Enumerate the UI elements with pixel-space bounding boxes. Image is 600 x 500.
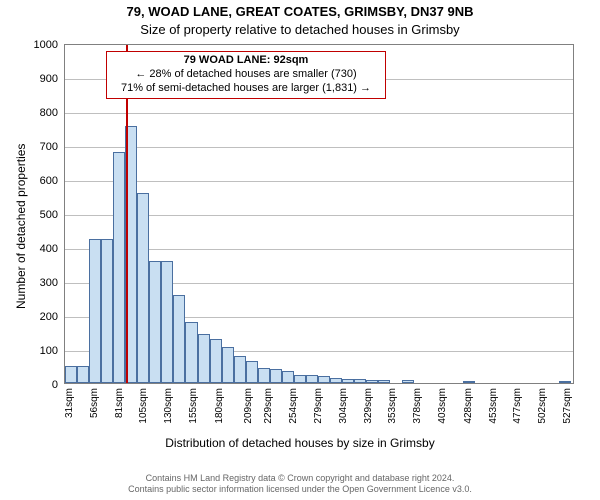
x-tick-label: 502sqm [537, 388, 548, 424]
histogram-bar [137, 193, 149, 383]
x-tick-label: 428sqm [463, 388, 474, 424]
x-tick-label: 403sqm [437, 388, 448, 424]
histogram-bar [330, 378, 342, 383]
histogram-bar [463, 381, 475, 383]
histogram-bar [258, 368, 270, 383]
x-tick-label: 329sqm [363, 388, 374, 424]
y-tick-label: 900 [0, 73, 58, 85]
figure: 79, WOAD LANE, GREAT COATES, GRIMSBY, DN… [0, 0, 600, 500]
y-axis-label: Number of detached properties [14, 144, 28, 309]
histogram-bar [318, 376, 330, 383]
histogram-bar [306, 375, 318, 384]
histogram-bar [342, 379, 354, 383]
histogram-bar [101, 239, 113, 384]
histogram-bar [246, 361, 258, 383]
histogram-bar [270, 369, 282, 383]
histogram-bar [198, 334, 210, 383]
y-tick-label: 200 [0, 311, 58, 323]
x-tick-label: 105sqm [138, 388, 149, 424]
x-tick-label: 353sqm [387, 388, 398, 424]
y-gridline [65, 181, 573, 182]
annotation-line1: 79 WOAD LANE: 92sqm [111, 54, 381, 68]
annotation-line2: ← 28% of detached houses are smaller (73… [111, 68, 381, 82]
histogram-bar [149, 261, 161, 383]
x-tick-label: 155sqm [188, 388, 199, 424]
y-tick-label: 1000 [0, 39, 58, 51]
histogram-bar [294, 375, 306, 384]
footer-line2: Contains public sector information licen… [0, 484, 600, 494]
footer-attribution: Contains HM Land Registry data © Crown c… [0, 473, 600, 494]
histogram-bar [402, 380, 414, 383]
histogram-bar [282, 371, 294, 383]
x-tick-label: 229sqm [263, 388, 274, 424]
histogram-bar [65, 366, 77, 383]
x-tick-label: 254sqm [288, 388, 299, 424]
histogram-bar [161, 261, 173, 383]
histogram-bar [77, 366, 89, 383]
x-tick-label: 453sqm [488, 388, 499, 424]
footer-line1: Contains HM Land Registry data © Crown c… [0, 473, 600, 483]
y-tick-label: 800 [0, 107, 58, 119]
histogram-bar [185, 322, 197, 383]
y-gridline [65, 113, 573, 114]
plot-area: 79 WOAD LANE: 92sqm← 28% of detached hou… [64, 44, 574, 384]
x-tick-label: 180sqm [214, 388, 225, 424]
x-tick-label: 477sqm [512, 388, 523, 424]
y-tick-label: 500 [0, 209, 58, 221]
x-tick-label: 279sqm [313, 388, 324, 424]
histogram-bar [234, 356, 246, 383]
histogram-bar [354, 379, 366, 383]
histogram-bar [89, 239, 101, 384]
y-tick-label: 0 [0, 379, 58, 391]
y-tick-label: 600 [0, 175, 58, 187]
histogram-bar [222, 347, 234, 383]
x-axis-label: Distribution of detached houses by size … [0, 436, 600, 450]
histogram-bar [113, 152, 125, 383]
y-tick-label: 300 [0, 277, 58, 289]
histogram-bar [173, 295, 185, 383]
histogram-bar [559, 381, 571, 383]
histogram-bar [378, 380, 390, 383]
histogram-bar [210, 339, 222, 383]
x-tick-label: 378sqm [412, 388, 423, 424]
x-tick-label: 56sqm [89, 388, 100, 418]
y-tick-label: 400 [0, 243, 58, 255]
chart-title-line1: 79, WOAD LANE, GREAT COATES, GRIMSBY, DN… [0, 4, 600, 19]
histogram-bar [366, 380, 378, 383]
x-tick-label: 304sqm [338, 388, 349, 424]
y-tick-label: 700 [0, 141, 58, 153]
y-tick-label: 100 [0, 345, 58, 357]
chart-title-line2: Size of property relative to detached ho… [0, 22, 600, 37]
x-tick-label: 81sqm [114, 388, 125, 418]
x-tick-label: 130sqm [163, 388, 174, 424]
x-tick-label: 209sqm [243, 388, 254, 424]
y-gridline [65, 147, 573, 148]
x-tick-label: 31sqm [64, 388, 75, 418]
annotation-line3: 71% of semi-detached houses are larger (… [111, 82, 381, 96]
x-tick-label: 527sqm [562, 388, 573, 424]
annotation-box: 79 WOAD LANE: 92sqm← 28% of detached hou… [106, 51, 386, 99]
